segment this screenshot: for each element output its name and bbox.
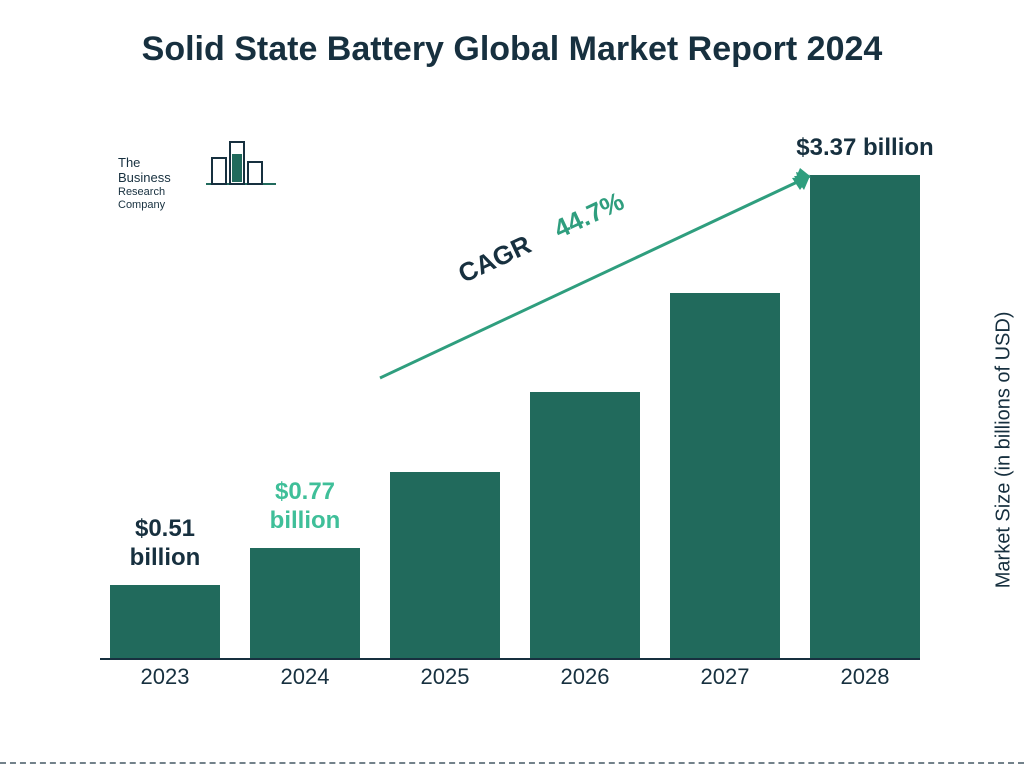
chart-area: 202320242025202620272028 $0.51billion$0.… <box>100 130 920 690</box>
x-tick-label: 2023 <box>105 664 225 690</box>
x-tick-label: 2024 <box>245 664 365 690</box>
chart-title: Solid State Battery Global Market Report… <box>0 28 1024 71</box>
value-label: $0.51billion <box>100 515 230 573</box>
x-tick-label: 2026 <box>525 664 645 690</box>
bar <box>250 548 360 658</box>
y-axis-label: Market Size (in billions of USD) <box>993 312 1016 589</box>
x-tick-label: 2027 <box>665 664 785 690</box>
bar <box>530 392 640 658</box>
x-tick-label: 2025 <box>385 664 505 690</box>
x-axis-line <box>100 658 920 660</box>
bar <box>110 585 220 658</box>
bar <box>390 472 500 658</box>
bottom-divider <box>0 762 1024 764</box>
x-tick-label: 2028 <box>805 664 925 690</box>
value-label: $0.77billion <box>240 478 370 536</box>
